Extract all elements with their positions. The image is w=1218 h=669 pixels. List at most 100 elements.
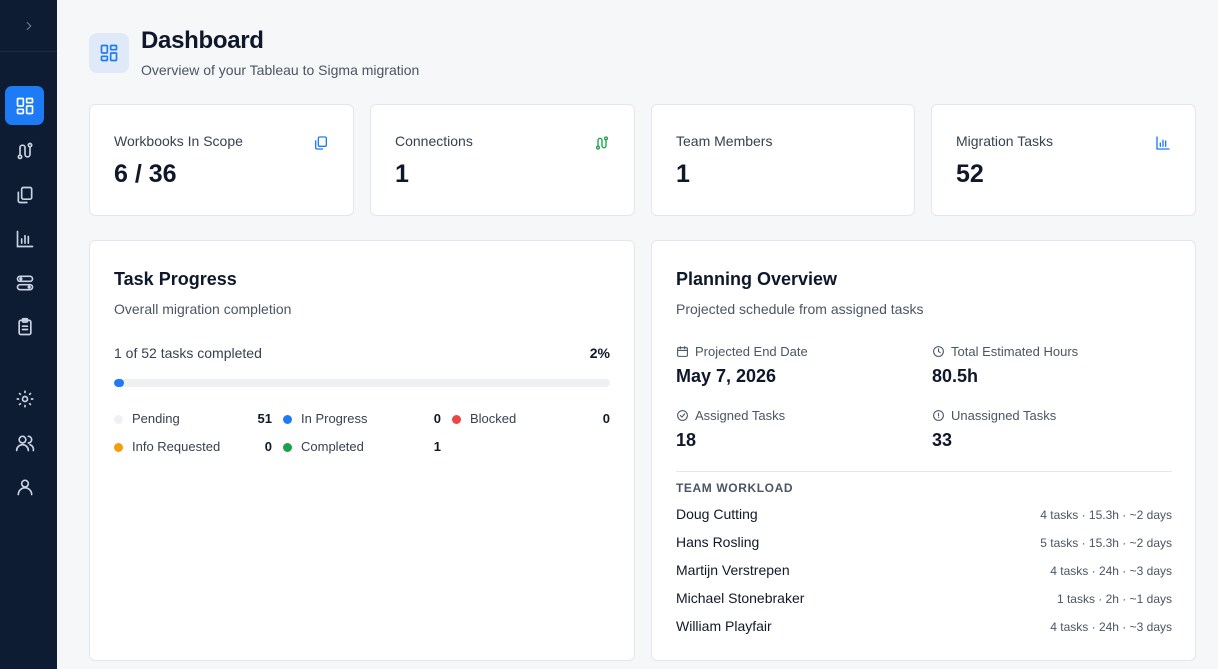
workload-member-stats: 4 tasks · 15.3h · ~2 days	[1040, 508, 1172, 522]
stat-label: Team Members	[676, 133, 773, 149]
planning-overview-panel: Planning Overview Projected schedule fro…	[651, 240, 1196, 661]
status-dot	[452, 415, 461, 424]
stat-card-connections[interactable]: Connections 1	[370, 104, 635, 216]
metric-label-assigned-tasks: Assigned Tasks	[676, 408, 785, 423]
legend-count: 1	[433, 439, 441, 454]
calendar-icon	[677, 346, 688, 357]
check-circle-icon	[677, 410, 688, 421]
legend-label: Pending	[132, 411, 180, 426]
metric-label-text: Projected End Date	[695, 344, 808, 359]
dashboard-icon	[100, 44, 118, 62]
metric-value-unassigned-tasks: 33	[932, 430, 953, 450]
progress-summary: 1 of 52 tasks completed	[114, 345, 262, 361]
workload-member-stats: 4 tasks · 24h · ~3 days	[1050, 564, 1172, 578]
sidebar	[0, 0, 57, 669]
status-dot	[283, 443, 292, 452]
workflow-icon	[16, 275, 33, 290]
metric-label-projected-end-date: Projected End Date	[676, 344, 808, 359]
dashboard-icon	[16, 97, 33, 114]
stat-card-migration-tasks[interactable]: Migration Tasks 52	[931, 104, 1196, 216]
legend-item-pending: Pending 51	[114, 411, 272, 427]
panel-subtitle: Overall migration completion	[114, 301, 292, 317]
stat-value: 52	[956, 160, 984, 188]
panel-title: Task Progress	[114, 269, 237, 289]
sidebar-item-tasks[interactable]	[5, 307, 44, 346]
progress-bar-fill	[114, 379, 124, 387]
metric-label-text: Unassigned Tasks	[951, 408, 1057, 423]
alert-circle-icon	[933, 410, 944, 421]
progress-percent: 2%	[589, 345, 610, 361]
legend-item-info-requested: Info Requested 0	[114, 439, 272, 455]
sidebar-item-workbooks[interactable]	[5, 175, 44, 214]
clipboard-icon	[17, 317, 32, 335]
metric-label-text: Total Estimated Hours	[951, 344, 1079, 359]
sidebar-toggle-button[interactable]	[0, 0, 57, 52]
team-workload-heading: TEAM WORKLOAD	[676, 481, 794, 495]
metric-label-unassigned-tasks: Unassigned Tasks	[932, 408, 1056, 423]
workload-row: Hans Rosling 5 tasks · 15.3h · ~2 days	[676, 534, 1172, 554]
metric-value-total-hours: 80.5h	[932, 366, 979, 386]
workbooks-icon	[17, 186, 32, 203]
workload-member-stats: 5 tasks · 15.3h · ~2 days	[1040, 536, 1172, 550]
stat-value: 6 / 36	[114, 160, 177, 188]
workload-row: Michael Stonebraker 1 tasks · 2h · ~1 da…	[676, 590, 1172, 610]
workload-member-name: William Playfair	[676, 618, 772, 634]
legend-count: 51	[257, 411, 272, 426]
sidebar-item-workflow[interactable]	[5, 263, 44, 302]
stat-label: Migration Tasks	[956, 133, 1054, 149]
stat-card-workbooks[interactable]: Workbooks In Scope 6 / 36	[89, 104, 354, 216]
workload-member-name: Hans Rosling	[676, 534, 760, 550]
workload-member-stats: 1 tasks · 2h · ~1 days	[1056, 592, 1172, 606]
stat-value: 1	[395, 160, 409, 188]
workbooks-icon	[315, 136, 327, 150]
status-dot	[114, 443, 123, 452]
workload-member-name: Martijn Verstrepen	[676, 562, 790, 578]
gear-icon	[16, 390, 33, 407]
connections-icon	[596, 136, 608, 150]
workload-member-name: Doug Cutting	[676, 506, 758, 522]
workload-member-stats: 4 tasks · 24h · ~3 days	[1050, 620, 1172, 634]
status-dot	[283, 415, 292, 424]
sidebar-item-connections[interactable]	[5, 131, 44, 170]
legend-item-completed: Completed 1	[283, 439, 441, 455]
legend-label: Completed	[301, 439, 364, 454]
stat-label: Connections	[395, 133, 473, 149]
metric-value-assigned-tasks: 18	[676, 430, 697, 450]
metric-value-projected-end-date: May 7, 2026	[676, 366, 777, 386]
users-icon	[15, 435, 34, 451]
legend-item-blocked: Blocked 0	[452, 411, 610, 427]
task-progress-panel: Task Progress Overall migration completi…	[89, 240, 635, 661]
metric-label-text: Assigned Tasks	[695, 408, 786, 423]
connections-icon	[17, 142, 32, 159]
user-icon	[17, 479, 32, 495]
page-icon	[89, 33, 129, 73]
page-title: Dashboard	[141, 27, 264, 54]
metric-label-total-hours: Total Estimated Hours	[932, 344, 1078, 359]
bar-chart-icon	[1156, 136, 1170, 150]
legend-count: 0	[433, 411, 441, 426]
legend-label: Blocked	[470, 411, 517, 426]
workload-member-name: Michael Stonebraker	[676, 590, 805, 606]
sidebar-item-settings[interactable]	[5, 379, 44, 418]
legend-count: 0	[602, 411, 610, 426]
status-dot	[114, 415, 123, 424]
workload-row: Martijn Verstrepen 4 tasks · 24h · ~3 da…	[676, 562, 1172, 582]
divider	[676, 471, 1172, 472]
sidebar-item-team[interactable]	[5, 423, 44, 462]
sidebar-item-profile[interactable]	[5, 467, 44, 506]
page-subtitle: Overview of your Tableau to Sigma migrat…	[141, 62, 420, 78]
legend-label: Info Requested	[132, 439, 221, 454]
stat-value: 1	[676, 160, 690, 188]
workload-row: Doug Cutting 4 tasks · 15.3h · ~2 days	[676, 506, 1172, 526]
panel-subtitle: Projected schedule from assigned tasks	[676, 301, 924, 317]
progress-bar	[114, 379, 610, 387]
sidebar-item-analytics[interactable]	[5, 219, 44, 258]
workload-row: William Playfair 4 tasks · 24h · ~3 days	[676, 618, 1172, 638]
legend-count: 0	[264, 439, 272, 454]
stat-card-team-members[interactable]: Team Members 1	[651, 104, 915, 216]
stat-label: Workbooks In Scope	[114, 133, 243, 149]
panel-title: Planning Overview	[676, 269, 838, 289]
bar-chart-icon	[16, 230, 33, 247]
sidebar-item-dashboard[interactable]	[5, 86, 44, 125]
clock-icon	[933, 346, 944, 357]
